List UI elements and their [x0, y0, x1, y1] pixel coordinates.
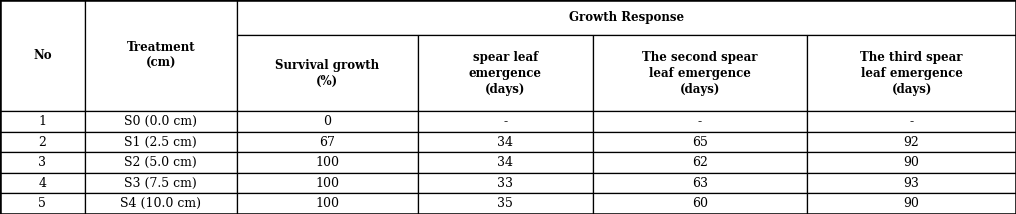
Text: 100: 100: [315, 156, 339, 169]
Text: spear leaf
emergence
(days): spear leaf emergence (days): [468, 51, 542, 96]
Bar: [418, 132, 592, 152]
Text: 4: 4: [39, 177, 47, 190]
Bar: [807, 35, 1016, 111]
Bar: [84, 132, 237, 152]
Text: S1 (2.5 cm): S1 (2.5 cm): [125, 136, 197, 149]
Text: -: -: [909, 115, 913, 128]
Bar: [418, 173, 592, 193]
Bar: [418, 193, 592, 214]
Text: -: -: [698, 115, 702, 128]
Bar: [807, 111, 1016, 132]
Text: S0 (0.0 cm): S0 (0.0 cm): [124, 115, 197, 128]
Bar: [0, 0, 84, 111]
Bar: [592, 193, 807, 214]
Text: Treatment
(cm): Treatment (cm): [127, 41, 195, 70]
Text: S3 (7.5 cm): S3 (7.5 cm): [125, 177, 197, 190]
Text: 3: 3: [39, 156, 47, 169]
Text: Growth Response: Growth Response: [569, 11, 684, 24]
Bar: [0, 132, 84, 152]
Bar: [237, 111, 418, 132]
Text: 0: 0: [323, 115, 331, 128]
Bar: [592, 152, 807, 173]
Text: 93: 93: [903, 177, 919, 190]
Bar: [592, 132, 807, 152]
Bar: [592, 35, 807, 111]
Text: 65: 65: [692, 136, 708, 149]
Bar: [84, 193, 237, 214]
Bar: [237, 0, 1016, 35]
Text: 35: 35: [497, 197, 513, 210]
Text: The second spear
leaf emergence
(days): The second spear leaf emergence (days): [642, 51, 758, 96]
Text: S2 (5.0 cm): S2 (5.0 cm): [125, 156, 197, 169]
Bar: [807, 132, 1016, 152]
Text: 63: 63: [692, 177, 708, 190]
Bar: [237, 173, 418, 193]
Text: 90: 90: [903, 197, 919, 210]
Bar: [0, 152, 84, 173]
Bar: [0, 193, 84, 214]
Text: 62: 62: [692, 156, 708, 169]
Bar: [84, 0, 237, 111]
Text: The third spear
leaf emergence
(days): The third spear leaf emergence (days): [861, 51, 963, 96]
Bar: [418, 152, 592, 173]
Text: 67: 67: [319, 136, 335, 149]
Text: S4 (10.0 cm): S4 (10.0 cm): [120, 197, 201, 210]
Text: 92: 92: [903, 136, 919, 149]
Bar: [237, 132, 418, 152]
Bar: [807, 193, 1016, 214]
Text: 100: 100: [315, 197, 339, 210]
Bar: [592, 111, 807, 132]
Text: 2: 2: [39, 136, 47, 149]
Text: 1: 1: [39, 115, 47, 128]
Text: Survival growth
(%): Survival growth (%): [275, 59, 379, 88]
Bar: [418, 35, 592, 111]
Bar: [237, 35, 418, 111]
Text: 100: 100: [315, 177, 339, 190]
Bar: [418, 111, 592, 132]
Text: 60: 60: [692, 197, 708, 210]
Text: 33: 33: [497, 177, 513, 190]
Bar: [807, 173, 1016, 193]
Text: 90: 90: [903, 156, 919, 169]
Bar: [807, 152, 1016, 173]
Bar: [237, 193, 418, 214]
Bar: [0, 173, 84, 193]
Bar: [592, 173, 807, 193]
Bar: [84, 152, 237, 173]
Bar: [0, 111, 84, 132]
Text: -: -: [503, 115, 507, 128]
Bar: [84, 111, 237, 132]
Text: 34: 34: [497, 156, 513, 169]
Text: 5: 5: [39, 197, 47, 210]
Bar: [84, 173, 237, 193]
Text: No: No: [34, 49, 52, 62]
Bar: [237, 152, 418, 173]
Text: 34: 34: [497, 136, 513, 149]
